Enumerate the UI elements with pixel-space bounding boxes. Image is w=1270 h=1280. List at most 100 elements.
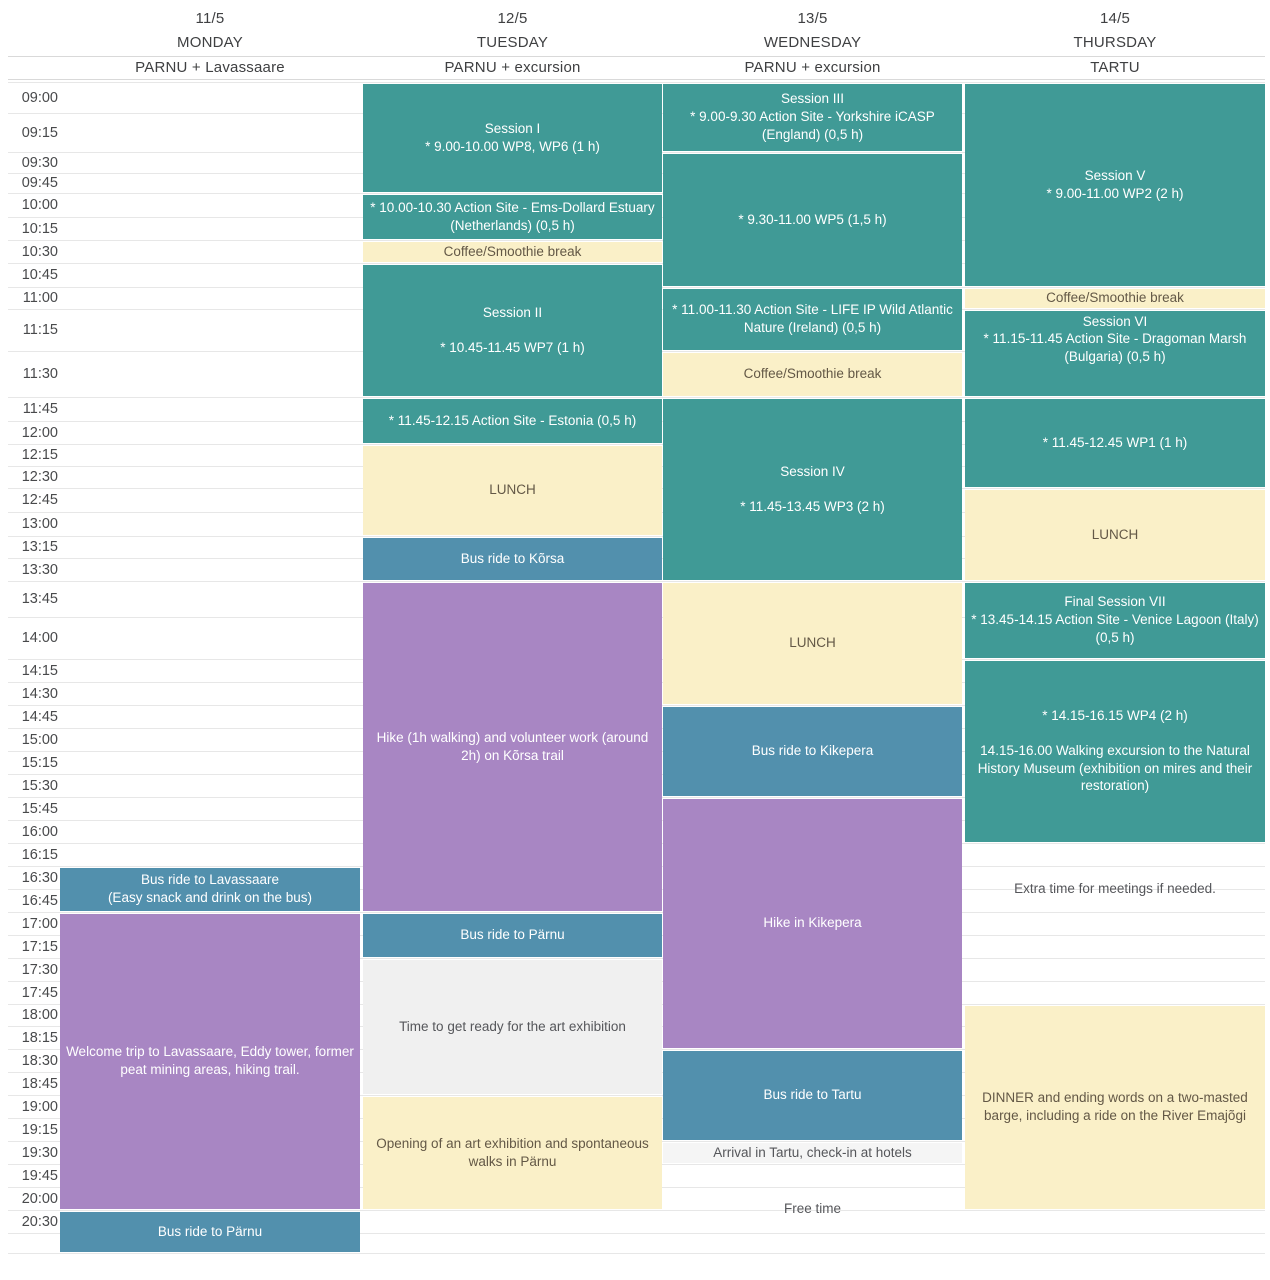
gridline — [8, 1094, 1265, 1096]
event-text: * 11.45-12.45 WP1 (1 h) — [1042, 434, 1188, 450]
gridline — [8, 911, 1265, 913]
event-text: Free time — [783, 1200, 841, 1216]
event-text: Coffee/Smoothie break — [443, 243, 582, 259]
event-text: Extra time for meetings if needed. — [1014, 881, 1216, 897]
event-break: LUNCH — [363, 445, 662, 535]
event-session: * 11.00-11.30 Action Site - LIFE IP Wild… — [663, 288, 962, 350]
time-label: 09:15 — [21, 124, 58, 141]
column-day: THURSDAY — [1073, 34, 1157, 51]
gridline — [8, 957, 1265, 959]
time-label: 11:45 — [22, 401, 58, 417]
event-session: Session III * 9.00-9.30 Action Site - Yor… — [663, 83, 962, 151]
event-text: * 11.00-11.30 Action Site - LIFE IP Wild… — [672, 302, 953, 335]
event-bus: Bus ride to Tartu — [663, 1050, 962, 1140]
time-label: 10:45 — [21, 267, 58, 283]
time-label: 13:00 — [21, 516, 58, 532]
event-text: (Easy snack and drink on the bus) — [107, 890, 313, 905]
event-text: Session VI — [1082, 313, 1148, 329]
header-divider — [8, 55, 1265, 57]
event-session: * 11.45-12.45 WP1 (1 h) — [965, 398, 1265, 487]
event-text: Session III — [780, 91, 845, 107]
column-day: WEDNESDAY — [763, 34, 862, 51]
time-label: 18:30 — [21, 1052, 58, 1069]
event-break: LUNCH — [663, 582, 962, 704]
event-bus: Bus ride to Kikepera — [663, 706, 962, 796]
event-bus: Bus ride to Lavassaare (Easy snack and dr… — [60, 867, 360, 911]
event-text: Session V — [1084, 167, 1146, 183]
time-label: 16:00 — [21, 823, 58, 840]
gridline — [8, 192, 1265, 194]
column-day: TUESDAY — [476, 34, 549, 51]
event-session: * 14.15-16.15 WP4 (2 h) 14.15-16.00 Walki… — [965, 660, 1265, 842]
time-label: 17:15 — [21, 938, 58, 955]
time-label: 14:30 — [21, 685, 58, 702]
column-date: 14/5 — [1100, 10, 1130, 27]
event-text: * 11.45-13.45 WP3 (2 h) — [740, 498, 885, 514]
event-text: Coffee/Smoothie break — [1046, 290, 1184, 306]
event-text: * 10.45-11.45 WP7 (1 h) — [440, 339, 585, 355]
event-text: * 10.00-10.30 Action Site - Ems-Dollard … — [370, 199, 655, 233]
time-label: 14:15 — [21, 662, 58, 679]
event-session: Session VI * 11.15-11.45 Action Site - Dr… — [965, 310, 1265, 396]
time-label: 15:45 — [21, 800, 58, 817]
gridline — [8, 1232, 1265, 1234]
time-label: 15:15 — [21, 754, 58, 771]
gridline — [8, 443, 1265, 445]
event-text: Bus ride to Kõrsa — [460, 550, 565, 566]
event-session: * 10.00-10.30 Action Site - Ems-Dollard … — [363, 194, 662, 239]
event-text: * 9.00-10.00 WP8, WP6 (1 h) — [425, 138, 600, 154]
event-text: * 9.00-11.00 WP2 (2 h) — [1046, 185, 1184, 201]
gridline — [8, 580, 1265, 582]
event-session: * 11.45-12.15 Action Site - Estonia (0,5… — [363, 398, 662, 443]
time-label: 15:00 — [21, 731, 58, 748]
event-plain: Extra time for meetings if needed. — [965, 845, 1265, 934]
event-text: Session IV — [780, 463, 845, 479]
time-label: 14:00 — [21, 630, 58, 646]
gridline — [8, 396, 1265, 398]
time-label: 17:00 — [21, 915, 58, 932]
event-text: LUNCH — [1091, 526, 1139, 542]
time-label: 11:30 — [22, 366, 58, 382]
time-label: 10:00 — [21, 197, 58, 213]
time-label: 18:00 — [21, 1007, 58, 1023]
time-label: 17:45 — [21, 984, 58, 1001]
event-session: Final Session VII * 13.45-14.15 Action Si… — [965, 582, 1265, 658]
event-text: Bus ride to Pärnu — [460, 927, 565, 943]
event-hike: Hike in Kikepera — [663, 798, 962, 1048]
header-divider — [8, 78, 1265, 80]
event-text: LUNCH — [789, 635, 836, 651]
event-text: * 13.45-14.15 Action Site - Venice Lagoo… — [971, 612, 1259, 645]
time-label: 19:15 — [21, 1121, 58, 1138]
gridline — [8, 262, 1265, 264]
event-prep: Time to get ready for the art exhibition — [363, 959, 662, 1094]
time-label: 11:15 — [22, 322, 58, 338]
gridline — [8, 239, 1265, 241]
event-break: Coffee/Smoothie break — [363, 241, 662, 262]
time-label: 20:00 — [21, 1190, 58, 1207]
event-note: Arrival in Tartu, check-in at hotels — [663, 1142, 962, 1163]
time-label: 12:45 — [21, 492, 58, 508]
event-session: Session I * 9.00-10.00 WP8, WP6 (1 h) — [363, 83, 662, 192]
time-label: 16:30 — [21, 869, 58, 886]
column-date: 11/5 — [195, 10, 225, 27]
event-text: Coffee/Smoothie break — [743, 366, 882, 382]
event-break: Opening of an art exhibition and spontan… — [363, 1096, 662, 1209]
time-label: 15:30 — [21, 777, 58, 794]
event-text: Hike (1h walking) and volunteer work (ar… — [376, 729, 649, 763]
column-location: PARNU + excursion — [444, 59, 581, 76]
event-text: Opening of an art exhibition and spontan… — [376, 1135, 649, 1169]
event-text: Final Session VII — [1064, 594, 1166, 610]
gridline — [8, 81, 1265, 83]
time-label: 16:15 — [21, 846, 58, 863]
time-label: 14:45 — [21, 708, 58, 725]
gridline — [8, 535, 1265, 537]
time-label: 16:45 — [21, 892, 58, 909]
time-label: 10:15 — [21, 220, 58, 237]
event-break: LUNCH — [965, 489, 1265, 580]
column-location: TARTU — [1090, 59, 1140, 76]
time-label: 19:45 — [21, 1167, 58, 1184]
time-label: 09:00 — [21, 89, 58, 106]
event-bus: Bus ride to Pärnu — [363, 913, 662, 957]
event-hike: Welcome trip to Lavassaare, Eddy tower, … — [60, 913, 360, 1209]
